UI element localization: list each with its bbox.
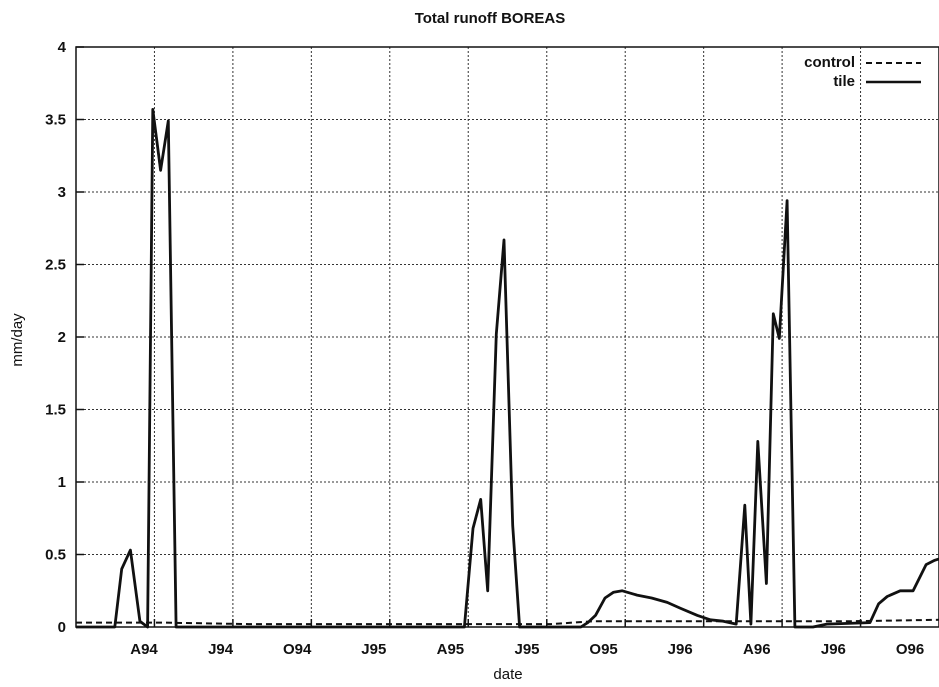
legend: control tile [804, 54, 921, 90]
y-tick-label: 0.5 [45, 547, 66, 564]
x-tick-label: J96 [668, 641, 693, 658]
legend-label-control: control [804, 54, 855, 71]
x-tick-label: A95 [437, 641, 465, 658]
y-axis-ticks: 0 0.5 1 1.5 2 2.5 3 3.5 4 [45, 39, 84, 636]
y-tick-label: 2 [58, 329, 66, 346]
y-tick-label: 1.5 [45, 402, 66, 419]
x-tick-label: J96 [821, 641, 846, 658]
grid-lines [76, 46, 939, 628]
y-tick-label: 0 [58, 619, 66, 636]
series-layer [76, 108, 939, 629]
legend-label-tile: tile [833, 73, 855, 90]
x-tick-label: A94 [130, 641, 158, 658]
series-line-tile [76, 108, 939, 629]
y-tick-label: 3 [58, 184, 66, 201]
series-line-control [76, 618, 939, 626]
x-tick-label: O94 [283, 641, 312, 658]
y-tick-label: 4 [58, 39, 67, 56]
x-tick-label: A96 [743, 641, 771, 658]
x-tick-label: O95 [589, 641, 617, 658]
x-tick-label: J94 [208, 641, 234, 658]
y-axis-title: mm/day [9, 313, 26, 367]
x-axis-title: date [493, 666, 522, 683]
y-tick-label: 1 [58, 474, 66, 491]
chart-title: Total runoff BOREAS [415, 10, 566, 27]
x-axis-ticks: A94 J94 O94 J95 A95 J95 O95 J96 A96 J96 O96 [130, 619, 924, 658]
y-tick-label: 2.5 [45, 257, 66, 274]
x-tick-label: J95 [514, 641, 539, 658]
x-tick-label: O96 [896, 641, 924, 658]
y-tick-label: 3.5 [45, 112, 66, 129]
x-tick-label: J95 [361, 641, 386, 658]
